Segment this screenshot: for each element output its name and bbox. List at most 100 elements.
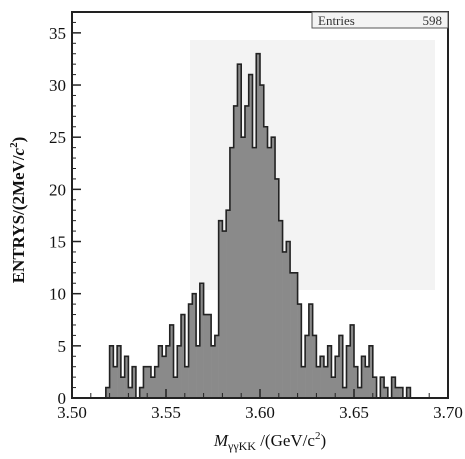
histogram-bar xyxy=(275,178,280,398)
histogram-bar xyxy=(120,377,125,398)
histogram-bar xyxy=(124,356,129,398)
histogram-bars xyxy=(105,53,411,398)
histogram-bar xyxy=(395,387,400,398)
histogram-bar xyxy=(380,377,385,398)
histogram-bar xyxy=(312,335,317,398)
histogram-bar xyxy=(177,345,182,398)
histogram-bar xyxy=(143,366,148,398)
histogram-bar xyxy=(335,356,340,398)
histogram-bar xyxy=(169,324,174,398)
histogram-bar xyxy=(256,53,261,398)
histogram-bar xyxy=(305,335,310,398)
histogram-bar xyxy=(117,345,122,398)
histogram-bar xyxy=(199,283,204,398)
histogram-bar xyxy=(320,356,325,398)
histogram-bar xyxy=(308,304,313,398)
histogram-bar xyxy=(301,366,306,398)
histogram-bar xyxy=(150,377,156,398)
histogram-bar xyxy=(350,324,355,398)
stats-value: 598 xyxy=(423,13,443,28)
x-tick-label: 3.50 xyxy=(57,403,87,422)
stats-box: Entries 598 xyxy=(311,11,449,29)
histogram-bar xyxy=(173,377,178,398)
y-tick-label: 35 xyxy=(49,24,66,43)
histogram-bar xyxy=(399,387,404,398)
histogram-bar xyxy=(278,220,283,398)
histogram-bar xyxy=(188,304,193,398)
histogram-bar xyxy=(361,356,366,398)
histogram-bar xyxy=(369,345,374,398)
histogram-bar xyxy=(342,387,347,398)
histogram-bar xyxy=(354,366,359,398)
y-tick-label: 20 xyxy=(49,180,66,199)
histogram-bar xyxy=(196,345,201,398)
histogram-bar xyxy=(109,345,114,398)
histogram-bar xyxy=(357,387,362,398)
histogram-bar xyxy=(286,241,291,398)
x-axis-label: MγγKK /(GeV/c2) xyxy=(213,430,326,453)
histogram-bar xyxy=(365,366,370,398)
histogram-bar xyxy=(105,387,110,398)
histogram-bar xyxy=(372,377,377,398)
histogram-bar xyxy=(241,137,246,398)
y-tick-label: 5 xyxy=(58,337,67,356)
histogram-bar xyxy=(323,366,328,398)
histogram-bar xyxy=(384,387,389,398)
histogram-bar xyxy=(207,314,212,398)
histogram-bar xyxy=(226,210,231,398)
x-axis-ticks xyxy=(71,389,449,398)
histogram-bar xyxy=(147,366,152,398)
histogram-bar xyxy=(271,137,276,398)
histogram-bar xyxy=(184,366,189,398)
histogram-bar xyxy=(267,147,272,398)
histogram-bar xyxy=(282,251,287,398)
histogram-bar xyxy=(293,272,298,398)
histogram-bar xyxy=(316,366,321,398)
histogram-bar xyxy=(331,377,336,398)
stats-label: Entries xyxy=(318,13,355,28)
histogram-bar xyxy=(113,366,118,398)
histogram-bar xyxy=(338,335,344,398)
x-axis-tick-labels: 3.50 3.55 3.60 3.65 3.70 xyxy=(57,403,463,422)
x-tick-label: 3.55 xyxy=(151,403,181,422)
histogram-bar xyxy=(252,147,257,398)
histogram-bar xyxy=(327,345,332,398)
y-tick-label: 10 xyxy=(49,285,66,304)
histogram-bar xyxy=(260,85,265,398)
histogram-bar xyxy=(192,293,197,398)
x-tick-label: 3.65 xyxy=(339,403,369,422)
histogram-bar xyxy=(166,345,171,398)
histogram-bar xyxy=(128,387,133,398)
y-axis-ticks xyxy=(72,11,81,399)
histogram-bar xyxy=(132,366,137,398)
histogram-bar xyxy=(244,105,250,398)
histogram-bar xyxy=(181,314,186,398)
histogram-outline xyxy=(105,52,415,398)
histogram-bar xyxy=(346,345,351,398)
histogram-bar xyxy=(211,345,216,398)
histogram-bar xyxy=(263,126,268,398)
histogram-bar xyxy=(218,220,223,398)
y-tick-label: 25 xyxy=(49,128,66,147)
y-tick-label: 30 xyxy=(49,76,66,95)
y-tick-label: 15 xyxy=(49,233,66,252)
y-axis-label: ENTRYS/(2MeV/c2) xyxy=(8,137,28,284)
x-tick-label: 3.60 xyxy=(245,403,275,422)
histogram-bar xyxy=(233,105,238,398)
histogram-bar xyxy=(222,231,227,398)
histogram-bar xyxy=(229,147,234,398)
y-tick-label: 0 xyxy=(58,389,67,408)
histogram-bar xyxy=(248,74,253,398)
histogram-bar xyxy=(297,304,302,398)
histogram-bar xyxy=(162,356,167,398)
histogram-bar xyxy=(237,64,242,398)
y-axis-tick-labels: 0 5 10 15 20 25 30 35 xyxy=(49,24,66,408)
x-tick-label: 3.70 xyxy=(433,403,463,422)
histogram-bar xyxy=(391,377,396,398)
histogram-bar xyxy=(139,387,144,398)
histogram-bar xyxy=(158,345,163,398)
histogram-bar xyxy=(203,314,208,398)
histogram-bar xyxy=(154,366,159,398)
histogram-bar xyxy=(290,272,295,398)
